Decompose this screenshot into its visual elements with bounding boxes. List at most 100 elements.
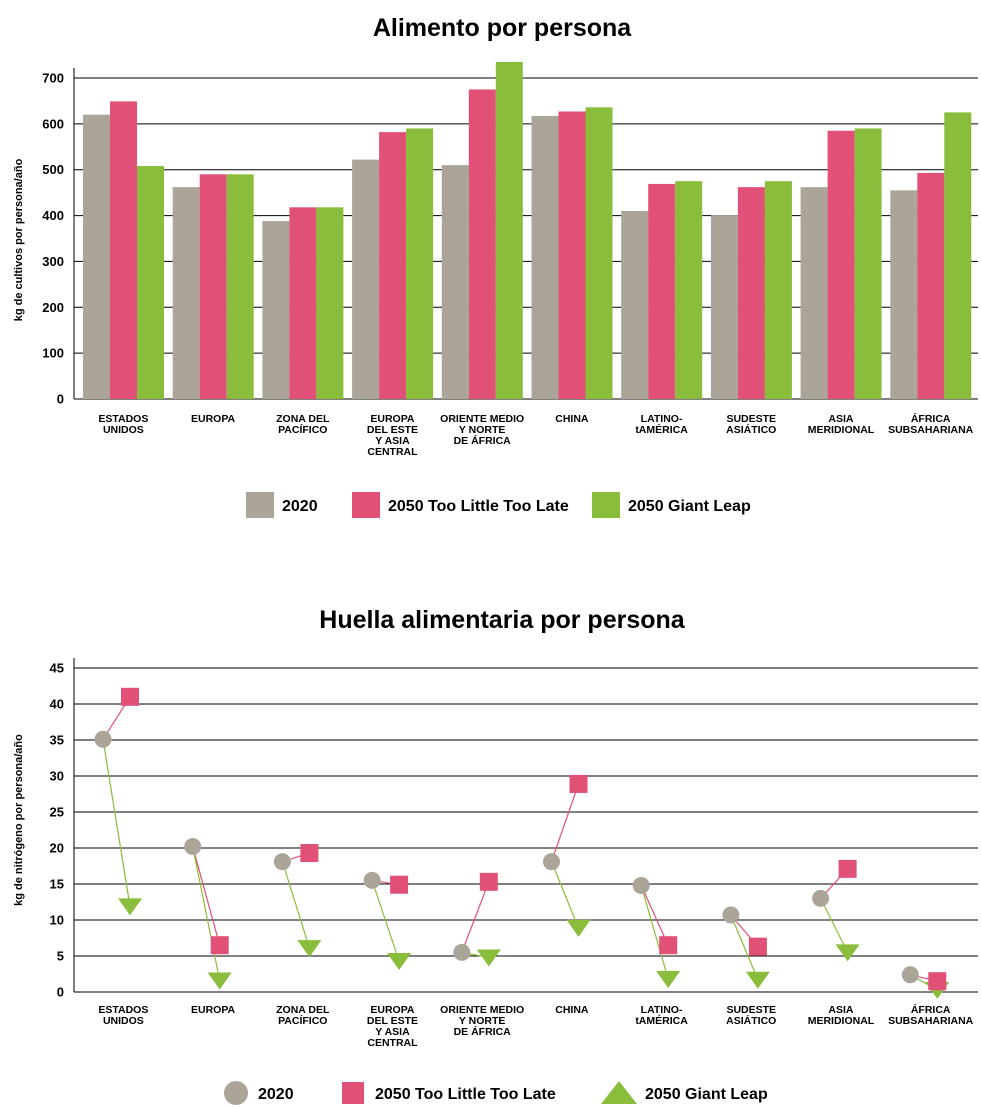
marker-2020 bbox=[543, 853, 560, 871]
dot-chart-gridlines bbox=[73, 658, 978, 993]
marker-giant-leap bbox=[745, 971, 770, 989]
y-tick-label: 300 bbox=[42, 254, 64, 269]
y-tick-label: 35 bbox=[50, 733, 64, 748]
x-tick-label: DEL ESTE bbox=[367, 1015, 418, 1027]
x-tick-label: ORIENTE MEDIO bbox=[440, 1004, 524, 1016]
x-tick-label: MERIDIONAL bbox=[808, 1015, 875, 1027]
x-tick-label: Y NORTE bbox=[459, 424, 505, 436]
marker-too-little bbox=[748, 937, 767, 956]
legend-swatch-2050-too-little-too-late bbox=[352, 492, 380, 518]
y-tick-label: 30 bbox=[50, 769, 64, 784]
legend-marker-2020 bbox=[224, 1081, 248, 1105]
x-tick-label: ÁFRICA bbox=[911, 1003, 951, 1016]
marker-giant-leap bbox=[566, 919, 591, 937]
y-tick-label: 45 bbox=[50, 661, 64, 676]
marker-giant-leap bbox=[118, 898, 142, 916]
bar-2050-too-little-too-late bbox=[558, 111, 586, 400]
x-tick-label: SUDESTE bbox=[726, 1004, 776, 1016]
legend-label-2020: 2020 bbox=[282, 498, 318, 515]
legend-marker-giant-leap bbox=[601, 1081, 637, 1104]
legend-label-too-little: 2050 Too Little Too Late bbox=[375, 1086, 556, 1103]
connector-giant-leap bbox=[820, 898, 849, 953]
x-tick-label: UNIDOS bbox=[103, 1015, 144, 1027]
marker-2020 bbox=[94, 730, 112, 748]
marker-2020 bbox=[273, 853, 291, 871]
marker-giant-leap bbox=[835, 944, 860, 962]
x-tick-label: Y ASIA bbox=[375, 435, 410, 447]
bar-chart-y-axis-label: kg de cultivos por persona/año bbox=[13, 158, 25, 321]
marker-giant-leap bbox=[656, 971, 681, 989]
y-tick-label: 5 bbox=[57, 949, 64, 964]
marker-too-little bbox=[121, 687, 139, 706]
connector-giant-leap bbox=[192, 846, 221, 981]
y-tick-label: 25 bbox=[50, 805, 64, 820]
x-tick-label: ORIENTE MEDIO bbox=[440, 413, 524, 425]
x-tick-label: ESTADOS bbox=[98, 413, 148, 425]
connector-giant-leap bbox=[102, 739, 131, 907]
bar-chart: Alimento por persona kg de cultivos por … bbox=[13, 14, 978, 518]
bar-2050-giant-leap bbox=[226, 174, 254, 399]
bar-2020 bbox=[621, 210, 649, 399]
marker-2020 bbox=[184, 838, 202, 856]
x-tick-label: DEL ESTE bbox=[367, 424, 418, 436]
x-tick-label: MERIDIONAL bbox=[808, 424, 875, 436]
x-tick-label: DE ÁFRICA bbox=[454, 1025, 512, 1038]
bar-2050-giant-leap bbox=[316, 207, 344, 399]
bar-chart-bars bbox=[83, 61, 972, 400]
marker-too-little bbox=[928, 972, 947, 991]
x-tick-label: EUROPA bbox=[370, 1004, 415, 1016]
marker-giant-leap bbox=[207, 972, 232, 990]
x-tick-label: SUDESTE bbox=[726, 413, 776, 425]
marker-2020 bbox=[812, 889, 830, 907]
dot-chart-title: Huella alimentaria por persona bbox=[319, 606, 685, 634]
y-tick-label: 100 bbox=[42, 346, 64, 361]
legend-marker-too-little bbox=[342, 1082, 364, 1104]
y-tick-label: 700 bbox=[42, 71, 64, 86]
marker-too-little bbox=[659, 936, 678, 955]
connector-too-little bbox=[192, 846, 221, 946]
x-tick-label: Y NORTE bbox=[459, 1015, 505, 1027]
bar-2050-too-little-too-late bbox=[917, 172, 945, 399]
connector-giant-leap bbox=[371, 880, 400, 962]
y-tick-label: 0 bbox=[57, 392, 64, 407]
marker-too-little bbox=[210, 936, 229, 955]
connector-too-little bbox=[461, 881, 490, 953]
y-tick-label: 10 bbox=[50, 913, 64, 928]
legend-label-2050-giant-leap: 2050 Giant Leap bbox=[628, 498, 751, 515]
bar-chart-legend: 2020 2050 Too Little Too Late 2050 Giant L… bbox=[246, 492, 751, 518]
bar-2050-too-little-too-late bbox=[199, 174, 227, 399]
marker-giant-leap bbox=[297, 940, 322, 958]
bar-2050-too-little-too-late bbox=[289, 207, 317, 399]
x-tick-label: LATINO- bbox=[641, 1004, 683, 1016]
marker-too-little bbox=[569, 774, 588, 793]
bar-chart-y-ticks: 0 100 200 300 400 500 600 700 bbox=[42, 71, 64, 407]
x-tick-label: ASIÁTICO bbox=[726, 423, 776, 436]
x-tick-label: tAMÉRICA bbox=[635, 1014, 688, 1027]
bar-2050-giant-leap bbox=[406, 128, 434, 399]
bar-2020 bbox=[890, 190, 918, 399]
x-tick-label: tAMÉRICA bbox=[635, 423, 688, 436]
x-tick-label: LATINO- bbox=[641, 413, 683, 425]
x-tick-label: ASIA bbox=[828, 413, 854, 425]
bar-2050-giant-leap bbox=[495, 61, 523, 399]
y-tick-label: 40 bbox=[50, 697, 64, 712]
marker-2020 bbox=[722, 906, 740, 924]
x-tick-label: DE ÁFRICA bbox=[454, 434, 512, 447]
x-tick-label: ZONA DEL bbox=[276, 413, 330, 425]
connector-too-little bbox=[550, 783, 580, 862]
x-tick-label: CENTRAL bbox=[367, 1037, 418, 1049]
marker-2020 bbox=[363, 871, 381, 889]
x-tick-label: CHINA bbox=[555, 1004, 589, 1016]
marker-2020 bbox=[901, 966, 919, 984]
bar-2020 bbox=[83, 114, 110, 399]
dot-chart-markers bbox=[94, 687, 950, 999]
connector-giant-leap bbox=[730, 914, 759, 980]
bar-2020 bbox=[800, 187, 828, 399]
bar-2050-too-little-too-late bbox=[648, 183, 676, 399]
x-tick-label: ZONA DEL bbox=[276, 1004, 330, 1016]
x-tick-label: EUROPA bbox=[191, 413, 236, 425]
y-tick-label: 0 bbox=[57, 985, 64, 1000]
dot-chart-connectors bbox=[102, 696, 938, 991]
marker-2020 bbox=[453, 943, 471, 961]
